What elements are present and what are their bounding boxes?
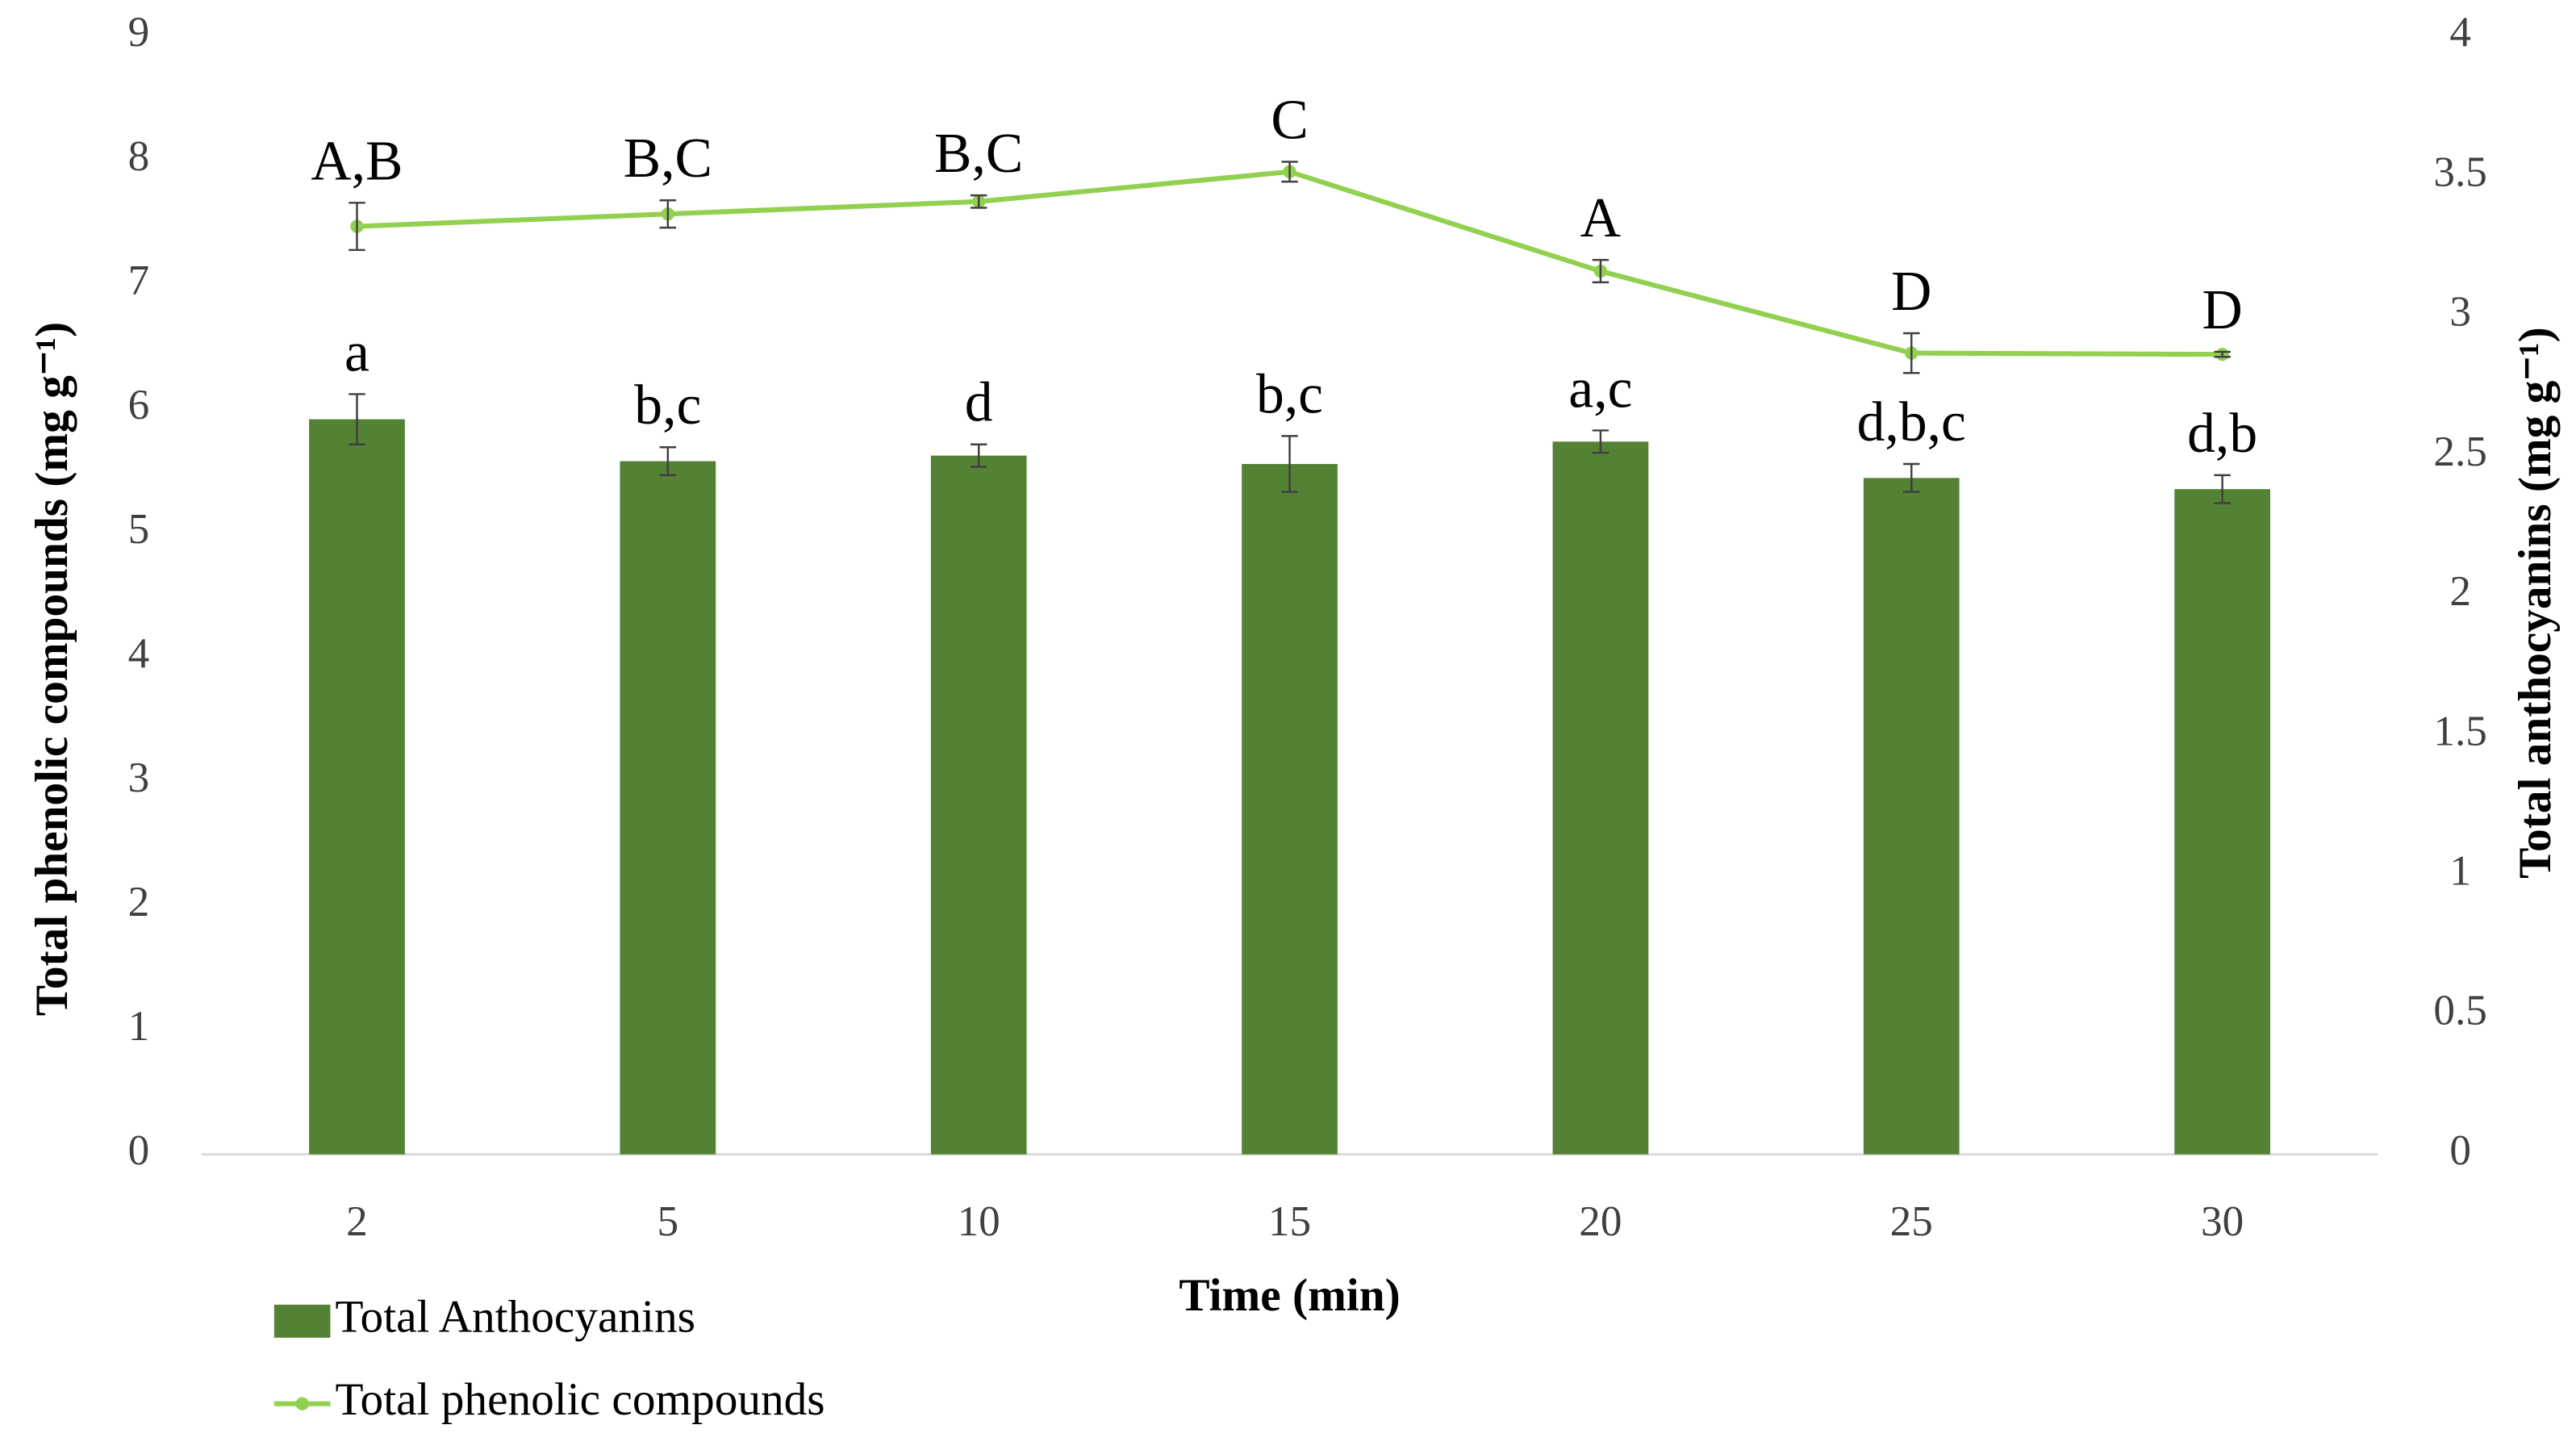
legend-swatch bbox=[273, 1304, 331, 1338]
y-tick-label: 5 bbox=[128, 505, 150, 553]
error-bar bbox=[349, 202, 365, 252]
error-bar bbox=[659, 446, 677, 477]
y2-tick-label: 4 bbox=[2449, 8, 2471, 56]
data-label: d,b,c bbox=[1857, 391, 1966, 453]
y-axis-title: Total phenolic compounds (mg g⁻¹) bbox=[27, 322, 77, 1016]
data-label: D bbox=[2202, 279, 2243, 341]
data-label: a bbox=[344, 321, 369, 383]
error-bar bbox=[970, 443, 987, 468]
error-bar bbox=[659, 199, 677, 229]
y2-tick-label: 1 bbox=[2449, 846, 2471, 894]
error-bar bbox=[349, 393, 365, 446]
error-bar bbox=[1903, 332, 1920, 374]
x-tick-label: 25 bbox=[1890, 1197, 1933, 1245]
data-label: C bbox=[1271, 89, 1308, 151]
y2-tick-label: 3 bbox=[2449, 288, 2471, 336]
legend-label: Total Anthocyanins bbox=[336, 1292, 695, 1343]
error-bar bbox=[2214, 350, 2231, 358]
y-tick-label: 3 bbox=[128, 754, 150, 801]
bar bbox=[1242, 464, 1338, 1155]
data-label: d,b bbox=[2187, 403, 2257, 465]
error-bar bbox=[2214, 474, 2231, 504]
y-tick-label: 6 bbox=[128, 381, 150, 428]
y2-tick-label: 1.5 bbox=[2433, 707, 2487, 754]
data-label: D bbox=[1891, 261, 1931, 323]
legend-label: Total phenolic compounds bbox=[336, 1374, 825, 1425]
x-tick-label: 10 bbox=[958, 1197, 1000, 1245]
error-bar bbox=[1592, 258, 1609, 284]
error-bar bbox=[1903, 462, 1920, 493]
error-bar bbox=[1281, 435, 1298, 493]
y-tick-label: 8 bbox=[128, 132, 150, 180]
y2-tick-label: 2 bbox=[2449, 567, 2471, 615]
error-bar bbox=[1281, 161, 1298, 183]
x-tick-label: 5 bbox=[658, 1197, 679, 1245]
bar bbox=[620, 461, 716, 1155]
x-tick-label: 2 bbox=[346, 1197, 368, 1245]
legend-swatch bbox=[295, 1397, 309, 1410]
data-label: a,c bbox=[1568, 357, 1632, 420]
y-tick-label: 0 bbox=[128, 1126, 150, 1174]
bar bbox=[930, 455, 1027, 1155]
error-bar bbox=[970, 194, 987, 209]
data-label: A,B bbox=[311, 130, 403, 192]
line bbox=[357, 169, 2223, 357]
y-tick-label: 4 bbox=[128, 629, 150, 677]
y-tick-label: 2 bbox=[128, 878, 150, 926]
bar bbox=[309, 419, 405, 1155]
y-tick-label: 9 bbox=[128, 8, 150, 56]
y2-tick-label: 0 bbox=[2449, 1126, 2471, 1174]
y2-tick-label: 2.5 bbox=[2433, 428, 2487, 475]
y-tick-label: 1 bbox=[128, 1002, 150, 1050]
data-label: A bbox=[1580, 187, 1621, 249]
x-tick-label: 30 bbox=[2201, 1197, 2244, 1245]
data-label: B,C bbox=[624, 127, 712, 190]
x-axis-title: Time (min) bbox=[1179, 1270, 1400, 1321]
bar bbox=[1552, 441, 1649, 1155]
y2-axis-title: Total anthocyanins (mg g⁻¹) bbox=[2510, 327, 2561, 879]
x-tick-label: 20 bbox=[1579, 1197, 1622, 1245]
data-label: d bbox=[965, 372, 993, 434]
data-label: b,c bbox=[634, 374, 701, 437]
bar bbox=[1863, 478, 1960, 1155]
data-label: b,c bbox=[1256, 363, 1323, 425]
data-label: B,C bbox=[934, 123, 1023, 185]
error-bar bbox=[1592, 429, 1609, 454]
y2-tick-label: 0.5 bbox=[2433, 987, 2487, 1034]
bar bbox=[2174, 489, 2270, 1155]
y2-tick-label: 3.5 bbox=[2433, 148, 2487, 195]
x-tick-label: 15 bbox=[1268, 1197, 1311, 1245]
y-tick-label: 7 bbox=[128, 257, 150, 304]
